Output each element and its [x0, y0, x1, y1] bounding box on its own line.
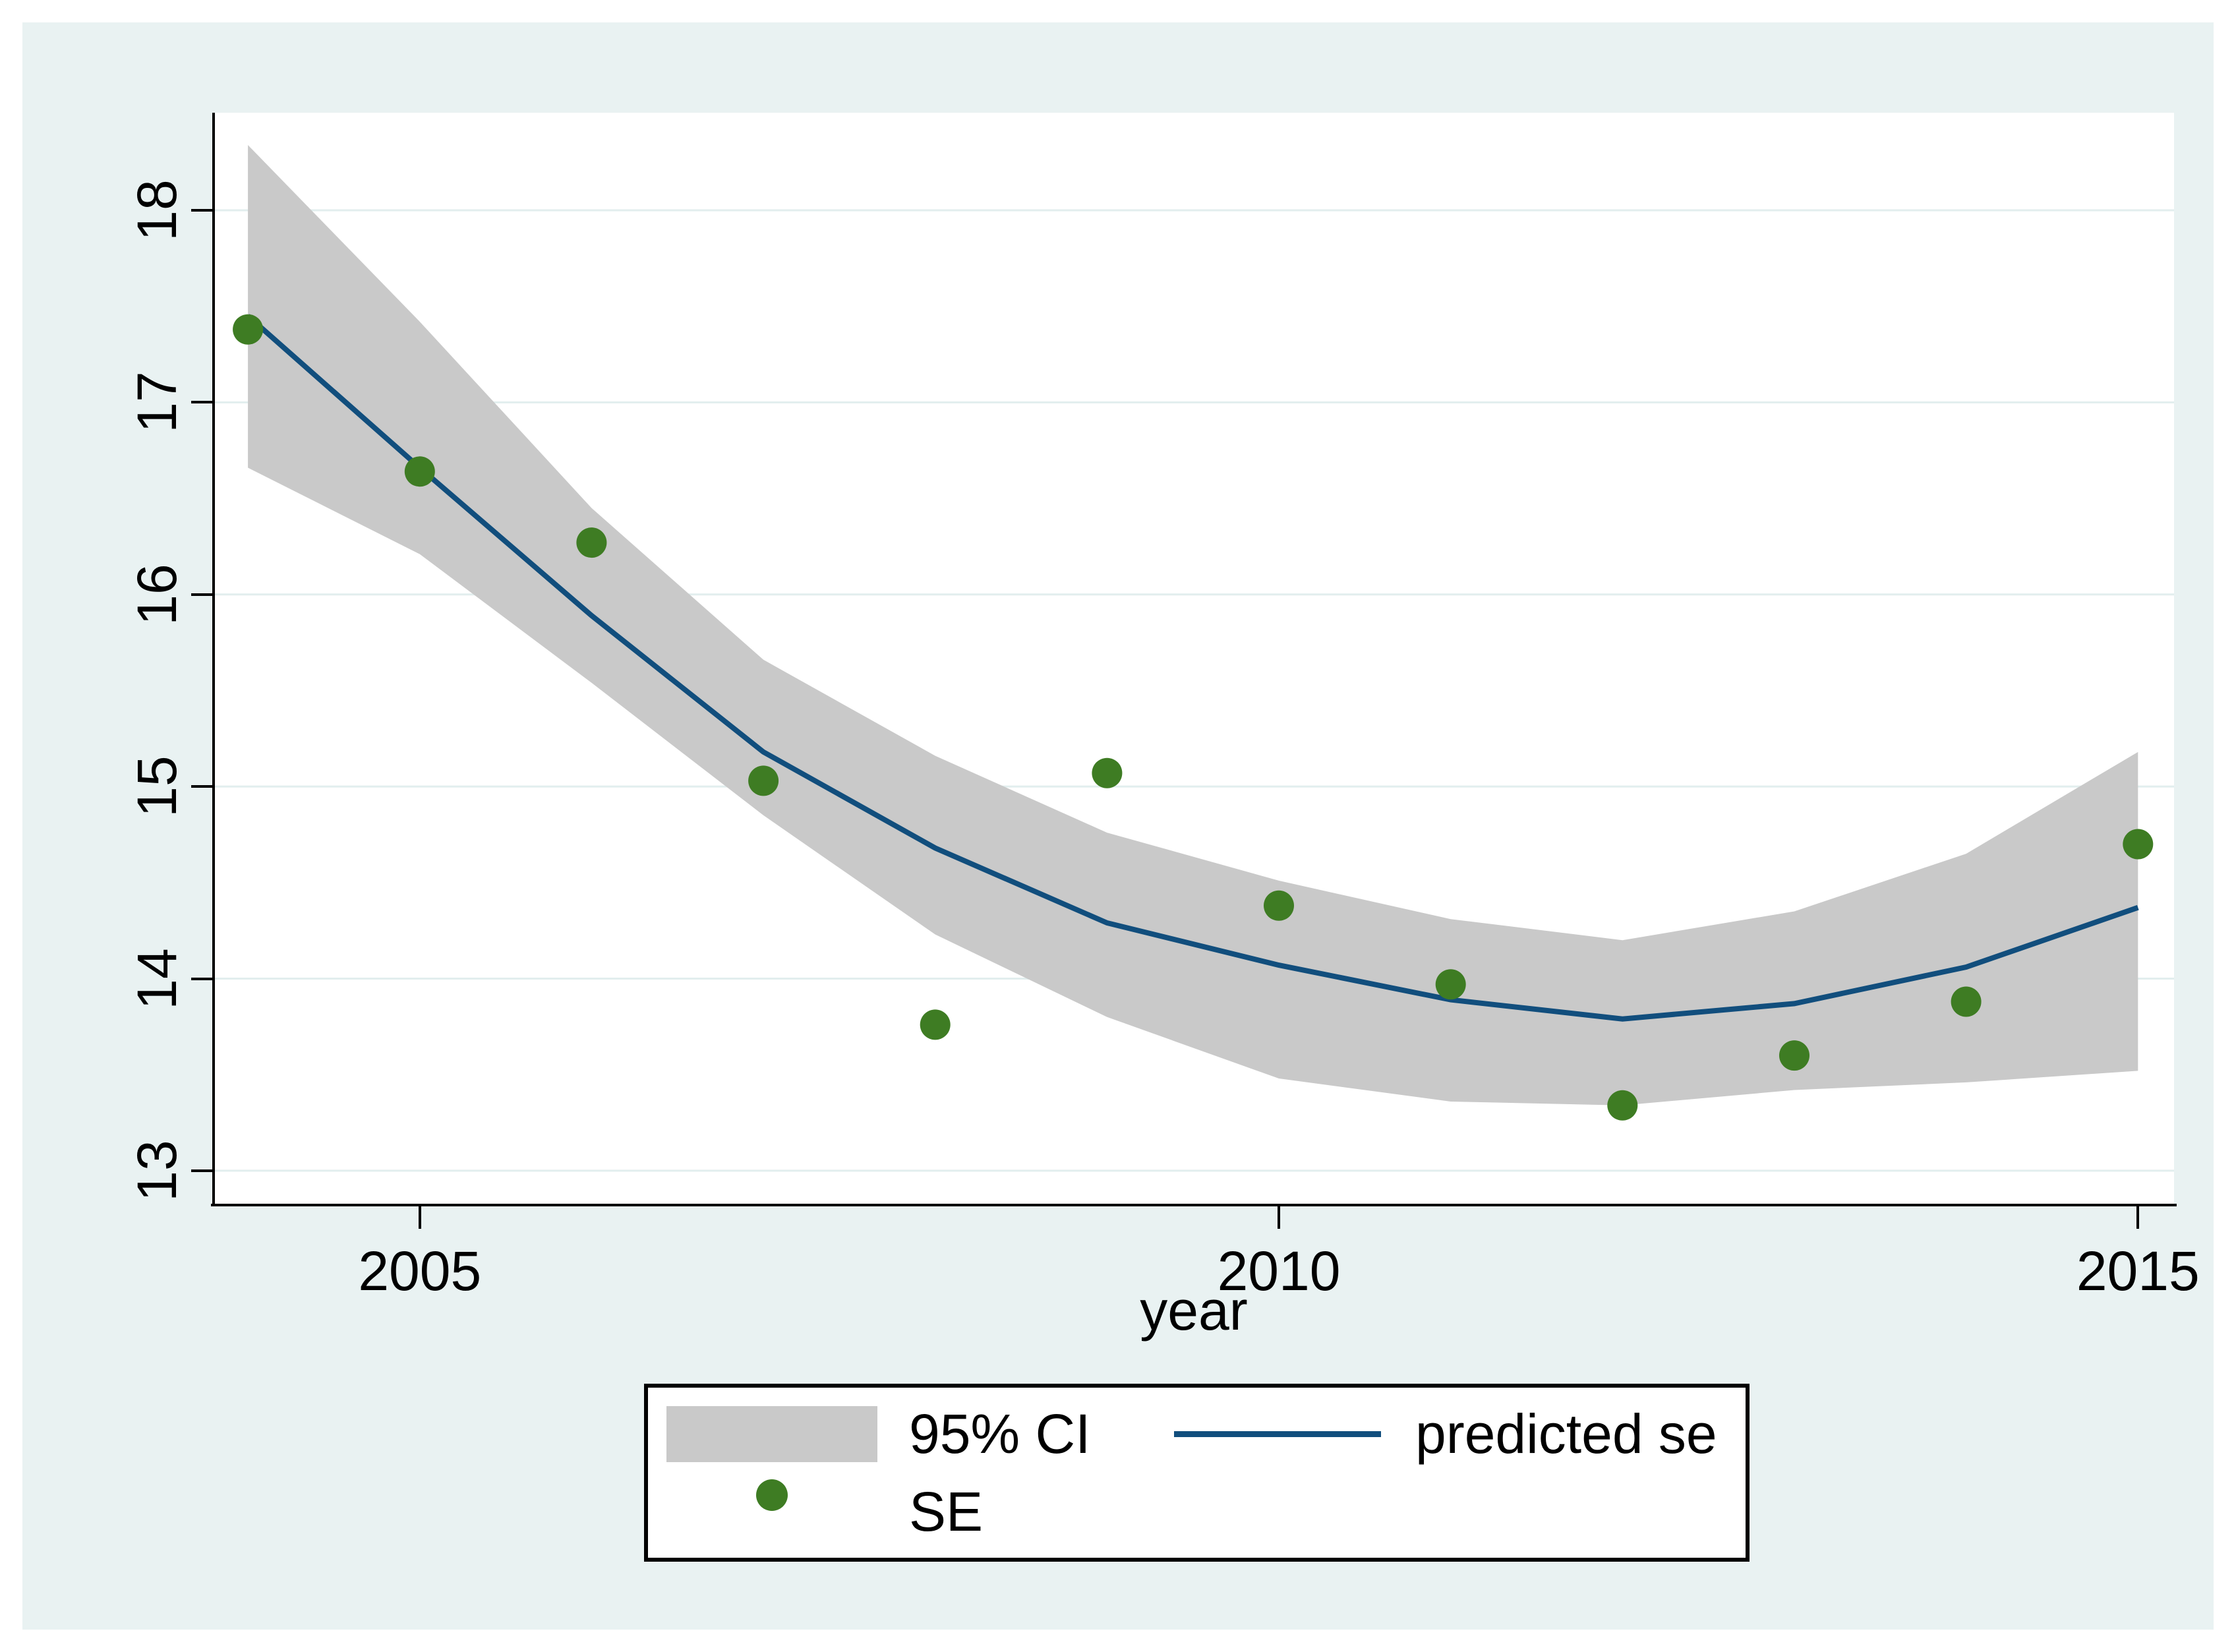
se-dot-2013	[1779, 1040, 1809, 1071]
legend-se-marker	[756, 1479, 788, 1511]
se-dot-2015	[2123, 829, 2154, 860]
se-dot-2004	[233, 314, 264, 345]
x-tick-label-2015: 2015	[2076, 1240, 2200, 1302]
y-tick-17	[191, 401, 214, 404]
x-tick-2010	[1278, 1206, 1281, 1229]
legend: 95% CI predicted se SE	[644, 1384, 1750, 1562]
se-dot-2009	[1092, 757, 1123, 788]
x-axis-line	[211, 1204, 2177, 1206]
y-tick-15	[191, 785, 214, 788]
legend-ci-band-swatch	[666, 1406, 877, 1462]
se-dot-2008	[920, 1009, 951, 1040]
ci-band	[248, 145, 2138, 1106]
legend-label-predicted: predicted se	[1415, 1403, 1717, 1465]
x-tick-label-2005: 2005	[358, 1240, 482, 1302]
y-tick-label-14: 14	[126, 947, 188, 1010]
y-axis-line	[212, 113, 215, 1206]
y-tick-label-13: 13	[126, 1140, 188, 1202]
se-dot-2010	[1264, 890, 1294, 921]
chart-canvas	[214, 145, 2174, 1172]
se-dot-2014	[1951, 986, 1982, 1017]
x-tick-label-2010: 2010	[1217, 1240, 1341, 1302]
y-tick-label-18: 18	[126, 179, 188, 241]
legend-line-symbol	[1174, 1431, 1381, 1437]
y-tick-label-15: 15	[126, 755, 188, 817]
y-tick-label-16: 16	[126, 564, 188, 626]
legend-label-ci: 95% CI	[909, 1403, 1091, 1465]
y-tick-label-17: 17	[126, 371, 188, 434]
y-tick-13	[191, 1169, 214, 1172]
x-axis-title: year	[1140, 1280, 1248, 1342]
x-tick-2005	[418, 1206, 421, 1229]
legend-label-se: SE	[909, 1481, 984, 1543]
se-dot-2005	[404, 456, 435, 487]
se-dot-2011	[1435, 969, 1466, 1000]
y-tick-16	[191, 593, 214, 596]
predicted-se-line	[246, 314, 2139, 1022]
graph-canvas: year 95% CI predicted se SE 13 14 15 16 17 18…	[22, 22, 2214, 1630]
se-dot-2007	[748, 765, 779, 796]
se-dot-2006	[576, 527, 607, 558]
y-tick-14	[191, 977, 214, 980]
plot-region	[214, 113, 2174, 1204]
y-tick-18	[191, 209, 214, 212]
x-tick-2015	[2136, 1206, 2140, 1229]
se-dot-2012	[1607, 1090, 1638, 1121]
